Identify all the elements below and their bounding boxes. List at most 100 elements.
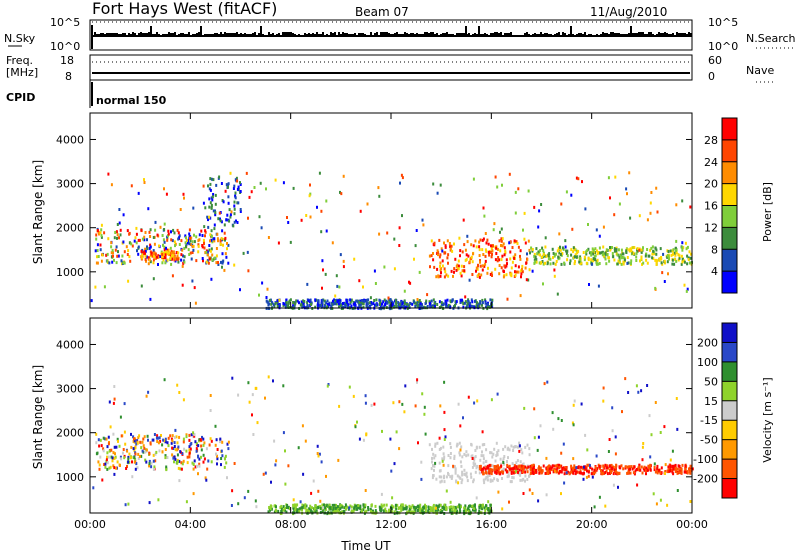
data-cell bbox=[680, 262, 683, 266]
data-cell bbox=[130, 242, 133, 246]
data-cell bbox=[642, 246, 644, 250]
nsky-bar bbox=[482, 34, 484, 37]
nsky-bar bbox=[304, 33, 306, 37]
data-cell bbox=[649, 468, 652, 472]
data-cell bbox=[202, 238, 205, 242]
data-cell bbox=[175, 435, 178, 439]
data-cell bbox=[349, 504, 352, 508]
data-cell bbox=[612, 483, 615, 487]
data-cell bbox=[467, 395, 470, 399]
data-cell bbox=[298, 509, 301, 513]
data-cell bbox=[167, 248, 170, 252]
data-cell bbox=[485, 465, 488, 469]
data-cell bbox=[403, 410, 406, 414]
data-cell bbox=[304, 506, 307, 510]
data-cell bbox=[409, 302, 412, 305]
data-cell bbox=[432, 298, 435, 302]
data-cell bbox=[196, 464, 198, 468]
nsky-bar bbox=[190, 35, 192, 37]
nsky-bar bbox=[124, 33, 126, 37]
data-cell bbox=[536, 252, 539, 256]
data-cell bbox=[518, 468, 521, 472]
nsky-bar bbox=[544, 33, 546, 37]
data-cell bbox=[625, 187, 628, 191]
data-cell bbox=[528, 473, 531, 477]
nsky-bar bbox=[282, 32, 284, 37]
data-cell bbox=[117, 250, 119, 254]
data-cell bbox=[455, 264, 458, 268]
data-cell bbox=[421, 509, 424, 513]
data-cell bbox=[680, 467, 683, 471]
data-cell bbox=[471, 273, 474, 276]
data-cell bbox=[645, 469, 647, 473]
data-cell bbox=[608, 259, 611, 263]
data-cell bbox=[221, 261, 224, 265]
data-cell bbox=[200, 229, 203, 233]
data-cell bbox=[528, 248, 531, 252]
data-cell bbox=[164, 456, 167, 460]
data-cell bbox=[305, 504, 308, 508]
data-cell bbox=[471, 504, 474, 508]
data-cell bbox=[233, 207, 236, 211]
data-cell bbox=[134, 437, 137, 441]
nsky-bar bbox=[186, 34, 188, 37]
data-cell bbox=[426, 293, 429, 297]
data-cell bbox=[276, 299, 279, 303]
nsky-bar bbox=[622, 34, 624, 37]
data-cell bbox=[107, 442, 110, 446]
data-cell bbox=[562, 442, 565, 446]
data-cell bbox=[560, 419, 563, 422]
data-cell bbox=[266, 287, 269, 291]
data-cell bbox=[144, 450, 147, 454]
data-cell bbox=[329, 506, 332, 510]
nsky-bar bbox=[506, 33, 508, 37]
data-cell bbox=[140, 228, 143, 232]
data-cell bbox=[191, 240, 194, 244]
data-cell bbox=[449, 508, 452, 512]
data-cell bbox=[209, 437, 212, 441]
data-cell bbox=[354, 504, 357, 508]
data-cell bbox=[120, 259, 123, 263]
data-cell bbox=[588, 283, 590, 286]
data-cell bbox=[342, 302, 345, 305]
data-cell bbox=[476, 305, 479, 308]
data-cell bbox=[374, 504, 377, 508]
data-cell bbox=[522, 470, 524, 474]
data-cell bbox=[558, 232, 561, 236]
data-cell bbox=[287, 464, 290, 468]
nsky-bar bbox=[180, 33, 182, 37]
data-cell bbox=[438, 436, 441, 440]
data-cell bbox=[459, 448, 462, 452]
data-cell bbox=[331, 241, 334, 245]
data-cell bbox=[431, 305, 434, 309]
data-cell bbox=[656, 259, 658, 263]
data-cell bbox=[202, 443, 205, 447]
data-cell bbox=[648, 466, 650, 470]
data-cell bbox=[676, 467, 679, 471]
nsky-bar bbox=[422, 34, 424, 37]
data-cell bbox=[602, 465, 605, 469]
data-cell bbox=[186, 461, 189, 465]
colorbar-tick-label: -200 bbox=[693, 473, 718, 486]
nsky-bar bbox=[388, 33, 390, 37]
data-cell bbox=[661, 271, 664, 275]
nsky-bar bbox=[136, 35, 138, 37]
data-cell bbox=[140, 249, 143, 253]
data-cell bbox=[618, 261, 621, 265]
data-cell bbox=[239, 183, 242, 186]
data-cell bbox=[152, 249, 155, 253]
data-cell bbox=[519, 294, 522, 298]
data-cell bbox=[438, 300, 441, 304]
data-cell bbox=[106, 461, 109, 465]
data-cell bbox=[395, 430, 398, 434]
data-cell bbox=[557, 255, 560, 259]
data-cell bbox=[623, 258, 626, 262]
data-cell bbox=[545, 467, 548, 471]
data-cell bbox=[676, 489, 679, 492]
nsky-bar bbox=[208, 34, 210, 37]
data-cell bbox=[172, 447, 175, 450]
data-cell bbox=[465, 508, 467, 512]
data-cell bbox=[478, 245, 481, 249]
data-cell bbox=[100, 223, 103, 227]
data-cell bbox=[335, 302, 338, 306]
